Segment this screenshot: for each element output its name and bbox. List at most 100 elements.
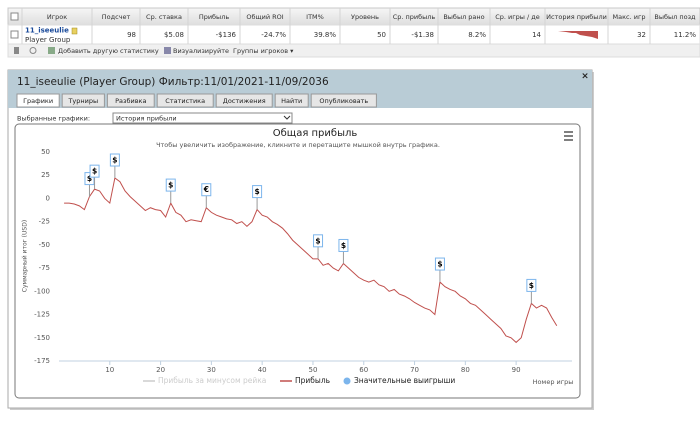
- select-value[interactable]: История прибыли: [116, 115, 177, 123]
- column-header[interactable]: Ср. игры / де: [495, 13, 540, 21]
- tab-label[interactable]: Графики: [23, 97, 53, 105]
- tab-label[interactable]: Турниры: [67, 97, 98, 105]
- column-header[interactable]: Макс. игр: [613, 13, 646, 21]
- y-tick-label: -125: [34, 311, 50, 319]
- sparkline: [549, 31, 598, 39]
- flag-label: $: [92, 167, 97, 176]
- column-header[interactable]: Подсчет: [102, 13, 131, 21]
- column-header[interactable]: Ср. прибыль: [393, 13, 436, 21]
- flag: [526, 278, 537, 292]
- tab[interactable]: [16, 93, 60, 108]
- tab-label[interactable]: Достижения: [223, 97, 266, 105]
- y-tick-label: 50: [41, 148, 50, 156]
- tab[interactable]: [310, 93, 377, 108]
- column-header[interactable]: Выбыл позд: [654, 13, 696, 21]
- table-cell: $5.08: [164, 31, 184, 39]
- line-series: [64, 177, 558, 344]
- toolbar-item[interactable]: Добавить другую статистику: [58, 47, 159, 55]
- flag-label: $: [529, 281, 534, 290]
- checkbox[interactable]: [10, 30, 19, 39]
- tab[interactable]: [156, 93, 214, 108]
- flag: [338, 238, 349, 252]
- x-tick-label: 90: [512, 366, 521, 374]
- tab[interactable]: [106, 93, 155, 108]
- select-label: Выбранные графики:: [17, 115, 90, 123]
- player-name[interactable]: 11_iseeulie: [25, 27, 69, 35]
- table-cell: -$1.38: [411, 31, 434, 39]
- checkbox[interactable]: [10, 12, 19, 21]
- x-tick-label: 80: [461, 366, 470, 374]
- flag-label: $: [315, 236, 320, 245]
- table-cell: -24.7%: [261, 31, 286, 39]
- tab-label[interactable]: Статистика: [165, 97, 205, 105]
- y-tick-label: -50: [39, 241, 50, 249]
- column-header[interactable]: Прибыль: [199, 13, 230, 21]
- y-axis-label: Суммарный итог (USD): [22, 220, 29, 292]
- y-tick-label: -150: [34, 334, 50, 342]
- select[interactable]: [112, 112, 293, 124]
- flag: [201, 183, 212, 197]
- x-tick-label: 30: [207, 366, 216, 374]
- table-cell: -$136: [216, 31, 237, 39]
- legend-symbol: [343, 377, 351, 385]
- chart-box: [14, 123, 581, 399]
- table-cell: 32: [637, 31, 646, 39]
- y-tick-label: -100: [34, 287, 50, 295]
- toolbar-item[interactable]: Группы игроков ▾: [233, 47, 294, 55]
- icon[interactable]: [14, 47, 19, 54]
- column-header[interactable]: Общий ROI: [246, 13, 283, 21]
- menu-icon[interactable]: [564, 131, 573, 141]
- panel-title: 11_iseeulie (Player Group) Фильтр:11/01/…: [17, 76, 329, 88]
- close-button[interactable]: ×: [581, 72, 589, 82]
- column-header[interactable]: История прибыли: [546, 13, 607, 21]
- table-cell: 98: [127, 31, 136, 39]
- table-cell: 11.2%: [674, 31, 697, 39]
- flag: [89, 164, 100, 178]
- flag: [313, 234, 324, 248]
- table-cell: 39.8%: [314, 31, 337, 39]
- icon: [71, 27, 78, 35]
- table-cell: 14: [532, 31, 541, 39]
- tab[interactable]: [274, 93, 309, 108]
- icon[interactable]: [29, 47, 37, 54]
- chart-title: Общая прибыль: [273, 128, 358, 139]
- column-header[interactable]: Ср. ставка: [146, 13, 182, 21]
- x-tick-label: 20: [156, 366, 165, 374]
- column-header[interactable]: ITM%: [306, 13, 324, 21]
- column-header[interactable]: Игрок: [47, 13, 67, 21]
- flag-label: €: [203, 185, 209, 194]
- legend-label[interactable]: Прибыль: [295, 376, 330, 385]
- flag-label: $: [112, 156, 117, 165]
- toolbar: [7, 43, 700, 58]
- tab[interactable]: [61, 93, 105, 108]
- flag-label: $: [341, 241, 346, 250]
- x-tick-label: 50: [308, 366, 317, 374]
- tab-label[interactable]: Разбивка: [115, 97, 146, 105]
- icon[interactable]: [48, 47, 55, 54]
- tab-label[interactable]: Опубликовать: [319, 97, 368, 105]
- player-group: Player Group: [25, 36, 71, 44]
- legend-label[interactable]: Значительные выигрыши: [354, 376, 455, 385]
- x-axis-label: Номер игры: [533, 378, 574, 386]
- tab-label[interactable]: Найти: [281, 97, 302, 105]
- flag-label: $: [168, 181, 173, 190]
- flag-label: $: [87, 174, 92, 183]
- legend-label[interactable]: Прибыль за минусом рейка: [158, 376, 266, 385]
- y-tick-label: 25: [41, 171, 50, 179]
- x-tick-label: 10: [105, 366, 114, 374]
- flag: [84, 172, 95, 186]
- select-arrow: [283, 115, 291, 120]
- column-header[interactable]: Уровень: [351, 13, 379, 21]
- tab[interactable]: [215, 93, 273, 108]
- table-cell: 8.2%: [468, 31, 486, 39]
- toolbar-item[interactable]: Визуализируйте: [173, 47, 229, 55]
- flag: [252, 185, 263, 199]
- flag-label: $: [437, 260, 442, 269]
- flag: [434, 257, 445, 271]
- chart-subtitle: Чтобы увеличить изображение, кликните и …: [156, 141, 440, 149]
- column-header[interactable]: Выбыл рано: [443, 13, 484, 21]
- icon[interactable]: [164, 47, 171, 54]
- y-tick-label: -25: [39, 218, 50, 226]
- flag-label: $: [254, 187, 259, 196]
